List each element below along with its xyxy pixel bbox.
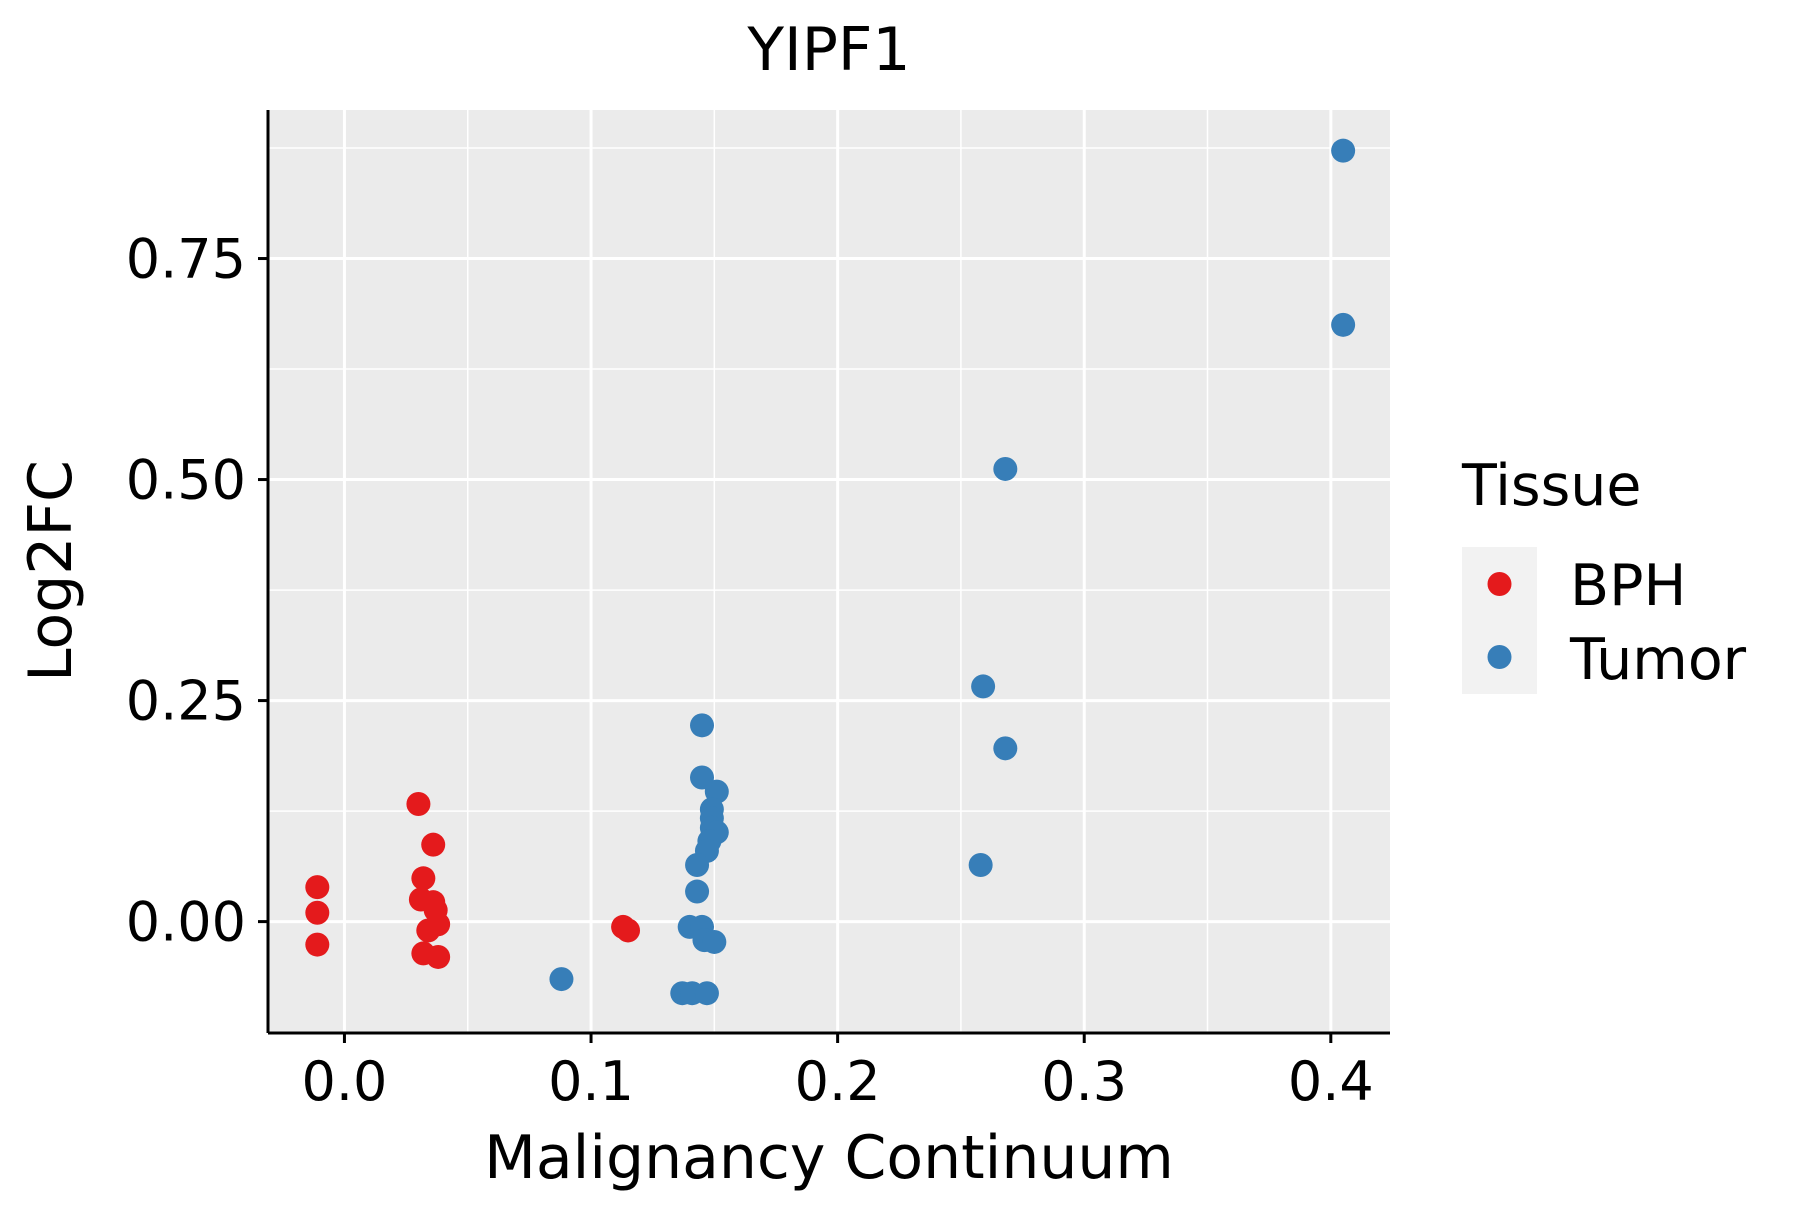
- y-axis-ticks: 0.00 0.25 0.50 0.75: [126, 228, 268, 954]
- data-point-bph: [421, 832, 446, 857]
- data-point-bph: [305, 932, 330, 957]
- x-axis-title: Malignancy Continuum: [484, 1123, 1174, 1193]
- data-point-tumor: [685, 879, 710, 904]
- x-tick-label: 0.4: [1288, 1050, 1374, 1113]
- legend-marker-tumor: [1487, 645, 1512, 669]
- legend-label-tumor: Tumor: [1569, 627, 1747, 693]
- data-point-tumor: [690, 713, 715, 738]
- x-tick-label: 0.2: [795, 1050, 881, 1113]
- data-point-bph: [411, 866, 436, 891]
- data-point-bph: [416, 918, 441, 943]
- x-tick-label: 0.1: [548, 1050, 634, 1113]
- y-tick-label: 0.50: [126, 449, 246, 512]
- data-point-tumor: [1331, 138, 1356, 163]
- data-point-tumor: [968, 853, 993, 878]
- x-axis-ticks: 0.0 0.1 0.2 0.3 0.4: [301, 1033, 1374, 1113]
- data-point-tumor: [971, 674, 996, 699]
- grid-minor-lines: [268, 110, 1390, 1033]
- data-points: [305, 138, 1356, 1006]
- data-point-bph: [406, 792, 431, 817]
- y-tick-label: 0.00: [126, 891, 246, 954]
- x-tick-label: 0.3: [1041, 1050, 1127, 1113]
- y-tick-label: 0.75: [126, 228, 246, 291]
- data-point-tumor: [549, 967, 574, 992]
- data-point-bph: [426, 944, 451, 969]
- legend-marker-bph: [1487, 572, 1512, 596]
- legend-label-bph: BPH: [1570, 553, 1686, 619]
- data-point-tumor: [1331, 312, 1356, 337]
- data-point-bph: [305, 900, 330, 925]
- y-tick-label: 0.25: [126, 670, 246, 733]
- data-point-tumor: [702, 929, 727, 954]
- x-tick-label: 0.0: [301, 1050, 387, 1113]
- data-point-tumor: [694, 981, 719, 1006]
- grid-major-lines: [268, 110, 1390, 1033]
- data-point-tumor: [685, 853, 710, 878]
- plot-panel: [268, 110, 1390, 1033]
- data-point-bph: [305, 875, 330, 900]
- chart-title: YIPF1: [746, 15, 910, 85]
- data-point-tumor: [993, 736, 1018, 761]
- data-point-bph: [616, 918, 641, 943]
- y-axis-title: Log2FC: [16, 460, 86, 682]
- data-point-tumor: [993, 456, 1018, 481]
- legend-title: Tissue: [1461, 453, 1642, 519]
- legend: Tissue BPH Tumor: [1461, 453, 1747, 694]
